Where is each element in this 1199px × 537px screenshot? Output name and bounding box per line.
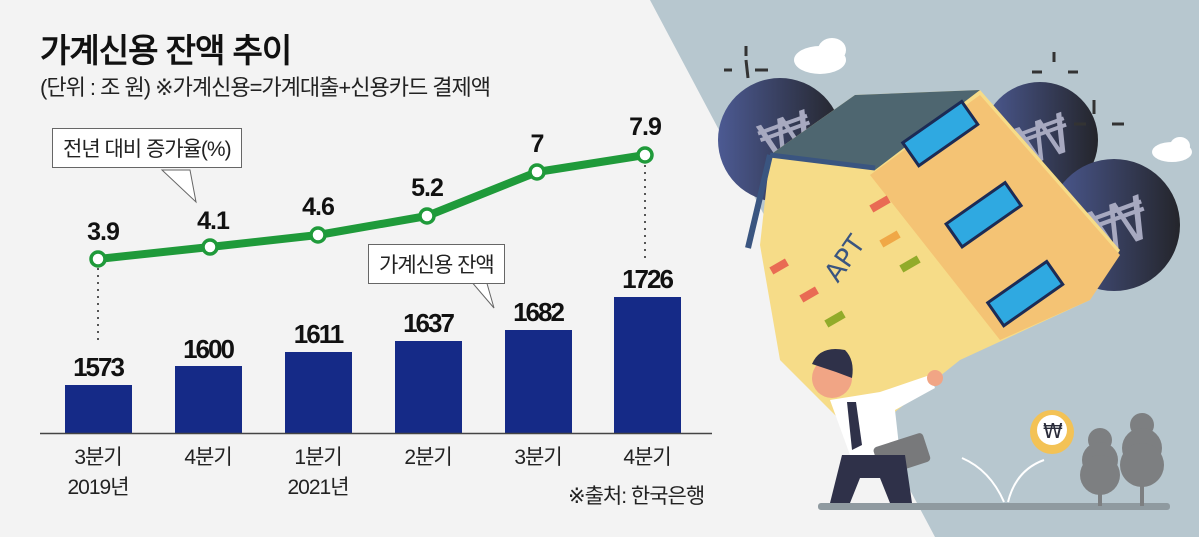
- bar: [285, 352, 352, 433]
- x-tick-label: 2분기: [404, 446, 452, 469]
- cloud-icon: [794, 38, 1192, 162]
- bar: [505, 330, 572, 433]
- line-value-label: 4.1: [197, 207, 230, 235]
- bar-value-label: 1600: [183, 334, 235, 364]
- bar-legend-callout: 가계신용 잔액: [368, 244, 505, 284]
- line-value-label: 7.9: [629, 113, 662, 141]
- ground: [818, 503, 1170, 510]
- line-value-label: 4.6: [302, 193, 335, 221]
- svg-text:₩: ₩: [1043, 419, 1063, 443]
- bar: [395, 341, 462, 433]
- tree-icon: [1080, 413, 1164, 506]
- line-legend-callout: 전년 대비 증가율(%): [52, 128, 242, 168]
- won-coin-icon: ₩: [1030, 410, 1074, 454]
- bar-value-label: 1682: [513, 297, 565, 327]
- line-markers: [89, 146, 654, 268]
- bar: [175, 366, 242, 433]
- line-value-label: 3.9: [87, 218, 120, 246]
- apartment-building-icon: APT: [745, 90, 1120, 440]
- chart-title: 가계신용 잔액 추이: [40, 32, 292, 69]
- line-point: [309, 226, 327, 244]
- line-point: [636, 146, 654, 164]
- x-tick-label: 3분기: [514, 446, 562, 469]
- x-tick-label: 3분기 2019년: [67, 446, 129, 499]
- bar-value-label: 1637: [403, 308, 455, 338]
- bar-value-label: 1726: [622, 264, 674, 294]
- line-value-label: 7: [530, 130, 545, 158]
- bar-value-label: 1573: [73, 352, 125, 382]
- line-point: [418, 207, 436, 225]
- line-series: [97, 151, 646, 263]
- x-tick-label: 4분기: [184, 446, 232, 469]
- businessman-icon: [812, 348, 943, 503]
- x-tick-label: 1분기 2021년: [287, 446, 349, 499]
- line-point: [528, 163, 546, 181]
- line-point: [201, 238, 219, 256]
- chart-subtitle: (단위 : 조 원) ※가계신용=가계대출+신용카드 결제액: [40, 75, 491, 100]
- bar-value-label: 1611: [293, 319, 344, 349]
- callout-pointer: [160, 169, 197, 204]
- chart-plot-area: [40, 146, 712, 435]
- line-point: [89, 250, 107, 268]
- bar: [614, 297, 681, 433]
- callout-pointer: [468, 279, 495, 309]
- x-tick-label: 4분기: [623, 446, 671, 469]
- source-note: ※출처: 한국은행: [568, 485, 705, 508]
- bar-series: [65, 297, 681, 433]
- bar: [65, 385, 132, 433]
- line-value-label: 5.2: [411, 174, 444, 202]
